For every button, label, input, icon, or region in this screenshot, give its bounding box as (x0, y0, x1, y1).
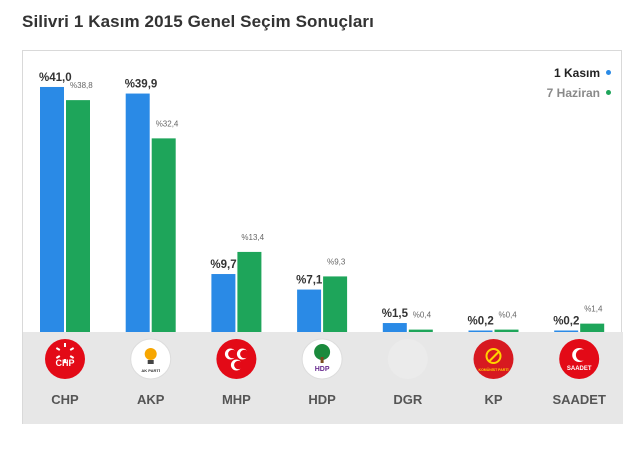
mhp-logo-crescent-cut (228, 349, 237, 359)
akp-logo-text: AK PARTİ (141, 368, 160, 373)
bar-dgr-series-2 (408, 329, 433, 332)
value-label-chp-series-1: %41,0 (39, 72, 72, 84)
value-label-hdp-series-2: %9,3 (327, 257, 346, 266)
mhp-logo-disc (216, 339, 257, 379)
value-label-chp-series-2: %38,8 (70, 81, 93, 90)
chart-legend: 1 Kasım 7 Haziran (547, 63, 611, 103)
bar-saadet-series-2 (580, 323, 605, 332)
hdp-logo: HDP (301, 338, 343, 380)
dgr-logo-disc (387, 339, 428, 379)
value-label-kp-series-2: %0,4 (499, 311, 518, 320)
category-label-kp: KP (484, 392, 502, 407)
category-label-hdp: HDP (308, 392, 336, 407)
category-label-akp: AKP (137, 392, 165, 407)
legend-item-series-2: 7 Haziran (547, 83, 611, 103)
chp-logo-text: CHP (55, 358, 74, 368)
kp-logo-text: KOMÜNİST PARTİ (479, 368, 509, 372)
chp-logo-arrow (69, 347, 75, 351)
value-label-akp-series-1: %39,9 (125, 79, 158, 91)
bar-akp-series-1 (125, 93, 150, 332)
value-label-saadet-series-2: %1,4 (584, 305, 603, 314)
category-label-mhp: MHP (222, 392, 251, 407)
saadet-logo-text: SAADET (567, 366, 592, 372)
bar-chp-series-2 (66, 100, 90, 332)
legend-item-series-1: 1 Kasım (547, 63, 611, 83)
value-label-akp-series-2: %32,4 (156, 119, 179, 128)
mhp-logo (216, 339, 257, 379)
bar-chart: %41,0%38,8 CHP CHP %39,9 %32,4 AK PARTİ AKP %9,… (23, 72, 623, 424)
bar-dgr-series-1 (382, 323, 407, 332)
mhp-logo-crescent-cut (234, 360, 243, 370)
chp-logo: CHP (45, 339, 85, 379)
bar-chp-series-1 (40, 86, 64, 332)
saadet-logo-crescent-cut (575, 349, 588, 361)
legend-dot-series-2 (606, 90, 611, 96)
bar-saadet-series-1 (554, 330, 579, 332)
kp-logo-sickle (485, 348, 502, 364)
dgr-logo (387, 339, 428, 379)
chart-container: %41,0 %38,8 CHP CHP %39,9 %32,4 AK PARTİ AKP %9,… (22, 50, 623, 424)
kp-logo: KOMÜNİST PARTİ (473, 339, 514, 379)
value-label-dgr-series-1: %1,5 (382, 308, 409, 320)
chp-logo-arrow (55, 347, 61, 351)
value-label-mhp-series-1: %9,7 (210, 259, 236, 271)
legend-label-series-1: 1 Kasım (553, 66, 600, 80)
category-label-saadet: SAADET (552, 392, 606, 407)
bar-mhp-series-2 (237, 251, 262, 332)
akp-logo: AK PARTİ (130, 338, 172, 380)
akp-logo-base (147, 360, 154, 364)
chp-logo-arrow (69, 355, 75, 359)
value-label-dgr-series-2: %0,4 (413, 311, 432, 320)
saadet-logo: SAADET (559, 339, 600, 379)
chp-logo-arrow (55, 355, 61, 359)
bar-akp-series-2 (151, 138, 176, 332)
mhp-logo-crescent-cut (240, 349, 249, 359)
category-label-chp: CHP (51, 392, 79, 407)
bar-hdp-series-2 (323, 276, 348, 332)
legend-label-series-2: 7 Haziran (546, 86, 600, 100)
value-label-saadet-series-1: %0,2 (553, 316, 579, 328)
value-label-kp-series-1: %0,2 (468, 316, 494, 328)
kp-logo-disc (473, 339, 514, 379)
bar-mhp-series-1 (211, 274, 236, 332)
hdp-logo-trunk (320, 357, 324, 363)
value-label-mhp-series-2: %13,4 (241, 233, 264, 242)
legend-dot-series-1 (606, 70, 611, 76)
bar-hdp-series-1 (297, 289, 322, 332)
page-title: Silivri 1 Kasım 2015 Genel Seçim Sonuçla… (22, 12, 374, 31)
hdp-logo-tree (314, 344, 331, 360)
hdp-logo-text: HDP (315, 366, 330, 373)
bar-kp-series-2 (494, 329, 519, 332)
kp-logo-hammer (487, 351, 500, 363)
value-label-hdp-series-1: %7,1 (296, 275, 323, 287)
category-label-dgr: DGR (393, 392, 423, 407)
akp-logo-bulb (144, 348, 157, 360)
bar-kp-series-1 (468, 330, 493, 332)
